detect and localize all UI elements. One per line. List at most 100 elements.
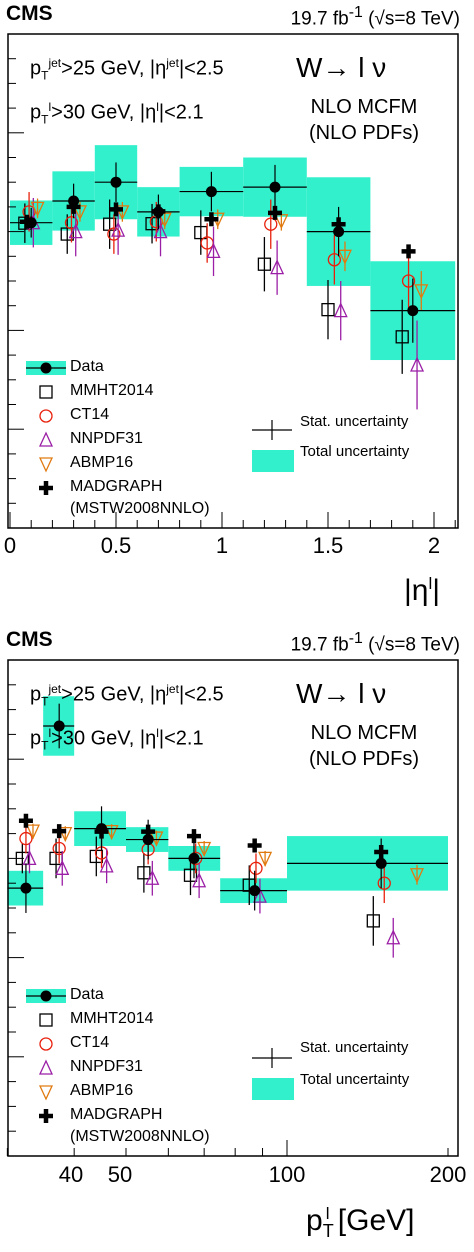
legend-madgraph: MADGRAPH: [70, 1106, 163, 1123]
prediction-point: [395, 330, 409, 344]
legend-total: Total uncertainty: [300, 1071, 410, 1088]
prediction-point: [247, 838, 262, 853]
legend-abmp: ABMP16: [70, 454, 134, 471]
prediction-point: [204, 212, 219, 227]
data-point: [152, 206, 164, 218]
prediction-point: [115, 205, 130, 221]
prediction-point: [327, 253, 342, 267]
data-point: [25, 217, 37, 229]
legend-madgraph-pdf: (MSTW2008NNLO): [70, 500, 210, 517]
calculation-label: NLO MCFM (NLO PDFs): [309, 722, 419, 770]
prediction-point: [60, 227, 74, 241]
data-point: [407, 305, 419, 317]
experiment-label: CMS: [6, 628, 53, 651]
legend-total-box: [252, 450, 294, 472]
process-label: W→ l ν: [296, 678, 387, 709]
legend-ct14: CT14: [70, 1034, 110, 1051]
prediction-point: [25, 824, 40, 840]
prediction-point: [19, 831, 33, 846]
prediction-point: [249, 861, 263, 875]
calculation-label: NLO MCFM (NLO PDFs): [309, 96, 419, 144]
experiment-label: CMS: [6, 2, 53, 25]
legend-total: Total uncertainty: [300, 443, 410, 460]
chart-pt-plot: [6, 659, 459, 1157]
jet-selection-label: pTjet>25 GeV, |ηjet|<2.5: [30, 682, 224, 709]
prediction-point: [52, 841, 66, 856]
legend-marker: [39, 1013, 53, 1027]
data-point: [249, 885, 261, 897]
prediction-point: [107, 227, 121, 241]
x-tick-label: 50: [107, 1162, 133, 1187]
data-point: [205, 186, 217, 198]
legend-data: Data: [70, 986, 104, 1003]
legend-marker: [38, 1085, 54, 1101]
prediction-point: [192, 872, 207, 888]
x-tick-label: 1.5: [312, 533, 344, 558]
legend-marker: [39, 409, 53, 423]
prediction-point: [18, 813, 33, 828]
legend-madgraph: MADGRAPH: [70, 478, 163, 495]
legend-nnpdf: NNPDF31: [70, 430, 143, 447]
lepton-selection-label: pTl>30 GeV, |ηl|<2.1: [30, 100, 204, 127]
legend-marker: [39, 1037, 53, 1051]
x-tick-label: 100: [268, 1162, 306, 1187]
data-point: [68, 195, 80, 207]
prediction-point: [270, 259, 285, 275]
prediction-point: [257, 257, 272, 271]
legend-marker: [38, 431, 54, 447]
x-tick-label: 40: [58, 1162, 84, 1187]
lepton-selection-label: pTl>30 GeV, |ηl|<2.1: [30, 726, 204, 753]
prediction-point: [99, 857, 114, 873]
legend-data: Data: [70, 358, 104, 375]
process-label: W→ l ν: [296, 52, 387, 83]
data-point: [375, 857, 387, 869]
prediction-point: [22, 849, 37, 866]
data-point: [269, 181, 281, 193]
prediction-point: [68, 223, 83, 239]
legend-ct14: CT14: [70, 406, 110, 423]
x-axis-title: |ηl|: [404, 574, 441, 607]
legend-data-marker: [40, 362, 52, 374]
legend-marker: [39, 481, 53, 495]
prediction-point: [414, 284, 429, 300]
legend-stat: Stat. uncertainty: [300, 1039, 409, 1056]
legend-madgraph-pdf: (MSTW2008NNLO): [70, 1128, 210, 1145]
prediction-point: [145, 869, 160, 885]
legend-stat: Stat. uncertainty: [300, 413, 409, 430]
chart-panel-eta: CMS 19.7 fb-1 (√s=8 TeV) pTjet>25 GeV, |…: [3, 2, 460, 607]
prediction-point: [366, 914, 380, 928]
prediction-point: [55, 859, 70, 875]
luminosity-label: 19.7 fb-1 (√s=8 TeV): [290, 630, 460, 656]
legend-marker: [38, 1059, 54, 1075]
prediction-point: [109, 202, 123, 217]
prediction-point: [104, 824, 119, 841]
prediction-point: [258, 851, 273, 867]
x-tick-label: 0: [3, 533, 17, 558]
x-tick-label: 1: [215, 533, 229, 558]
prediction-point: [264, 217, 278, 231]
prediction-point: [409, 868, 425, 884]
chart-panel-pt: CMS 19.7 fb-1 (√s=8 TeV) pTjet>25 GeV, |…: [0, 626, 474, 1252]
prediction-point: [52, 824, 67, 839]
legend-nnpdf: NNPDF31: [70, 1058, 143, 1075]
x-tick-label: 0.5: [100, 533, 132, 558]
prediction-point: [401, 244, 416, 259]
prediction-point: [64, 216, 79, 230]
legend-marker: [39, 385, 53, 399]
prediction-point: [321, 303, 335, 317]
data-point: [96, 823, 108, 835]
prediction-point: [377, 876, 391, 890]
x-tick-label: 2: [427, 533, 441, 558]
legend-mmht: MMHT2014: [70, 382, 154, 399]
prediction-point: [410, 356, 425, 372]
prediction-point: [197, 841, 212, 858]
prediction-point: [58, 826, 73, 843]
prediction-point: [333, 302, 348, 318]
legend-marker: [38, 457, 54, 473]
data-point: [333, 226, 345, 238]
prediction-point: [337, 249, 352, 265]
x-axis-title: pTl [GeV]: [306, 1204, 415, 1241]
legend-data-marker: [40, 990, 52, 1002]
luminosity-label: 19.7 fb-1 (√s=8 TeV): [290, 4, 460, 30]
prediction-point: [137, 866, 151, 880]
